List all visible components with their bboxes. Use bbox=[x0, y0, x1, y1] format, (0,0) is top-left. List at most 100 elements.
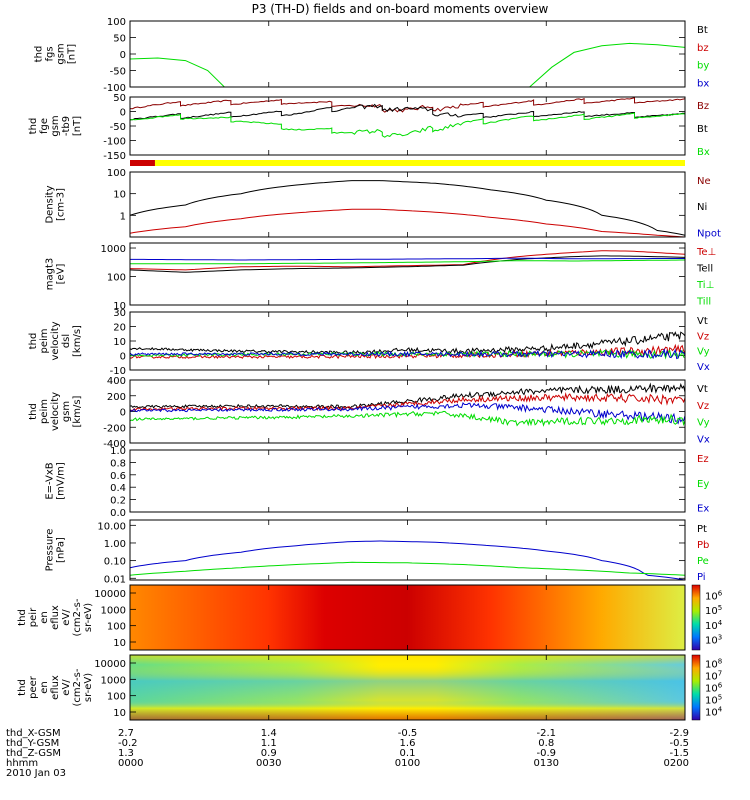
y-tick-label: 1000 bbox=[101, 244, 126, 255]
y-tick-label: 0.4 bbox=[110, 483, 126, 494]
y-axis-label: [eV] bbox=[56, 264, 67, 285]
orbit-row-label: 2010 Jan 03 bbox=[6, 768, 66, 779]
y-tick-label: 0.6 bbox=[110, 471, 126, 482]
y-axis-label: thd bbox=[34, 46, 45, 63]
y-axis-label: en bbox=[39, 611, 50, 624]
y-tick-label: 10 bbox=[113, 190, 126, 201]
y-tick-label: 100 bbox=[107, 17, 126, 28]
legend-entry: Tell bbox=[696, 264, 713, 275]
y-axis-label: eV/ bbox=[61, 609, 72, 626]
y-axis-label: sr-eV) bbox=[83, 603, 94, 632]
y-tick-label: 0.8 bbox=[110, 458, 126, 469]
spectrogram-image bbox=[130, 585, 685, 650]
series-group bbox=[130, 97, 685, 138]
y-tick-label: 1.00 bbox=[104, 539, 126, 550]
legend-entry: Bt bbox=[697, 25, 708, 36]
legend-entry: Te⊥ bbox=[696, 247, 716, 258]
orbit-value: -0.5 bbox=[669, 738, 689, 749]
y-axis-label: magt3 bbox=[45, 258, 56, 291]
y-tick-label: 0 bbox=[120, 352, 126, 363]
colorbar-tick-label: 104 bbox=[705, 706, 723, 719]
legend-entry: Ey bbox=[697, 479, 709, 490]
y-tick-label: 0.01 bbox=[104, 574, 126, 585]
panel-frame bbox=[129, 242, 686, 306]
series-line bbox=[130, 561, 685, 576]
legend-entry: Vt bbox=[697, 316, 708, 327]
legend-entry: Vy bbox=[697, 347, 710, 358]
y-axis-label: [nT] bbox=[67, 44, 78, 64]
legend-entry: bx bbox=[697, 78, 709, 89]
y-tick-label: -10 bbox=[110, 366, 126, 377]
y-tick-label: 1 bbox=[120, 211, 126, 222]
y-tick-label: -50 bbox=[110, 122, 126, 133]
panel-frame bbox=[129, 20, 686, 88]
y-tick-label: 0.10 bbox=[104, 557, 126, 568]
y-tick-label: 50 bbox=[113, 34, 126, 45]
y-tick-label: -150 bbox=[103, 151, 126, 162]
legend-entry: Ni bbox=[697, 202, 707, 213]
y-axis-label: thd bbox=[17, 679, 28, 696]
legend-entry: Npot bbox=[697, 228, 721, 239]
orbit-value: 0.8 bbox=[538, 738, 554, 749]
orbit-row-label: thd_Z-GSM bbox=[6, 748, 61, 759]
legend-entry: Vz bbox=[697, 331, 709, 342]
colorbar bbox=[691, 654, 701, 721]
series-line bbox=[130, 331, 685, 355]
y-axis-label: gsm bbox=[61, 401, 72, 422]
series-line bbox=[130, 180, 685, 236]
y-axis-label: velocity bbox=[50, 392, 61, 431]
orbit-value: 0100 bbox=[395, 758, 420, 769]
y-tick-label: -200 bbox=[103, 423, 126, 434]
y-tick-label: 1000 bbox=[101, 605, 126, 616]
y-axis-label: fgs bbox=[45, 46, 56, 61]
orbit-value: -2.9 bbox=[669, 728, 689, 739]
y-axis-label: Density bbox=[45, 185, 56, 223]
series-group bbox=[130, 250, 685, 273]
legend-entry: Pi bbox=[697, 572, 706, 583]
panel-efield: 1.00.8 0.60.4 0.20.0 E=-VxB [mV/m] Ez Ey Ex bbox=[45, 446, 710, 519]
y-tick-label: 1000 bbox=[101, 675, 126, 686]
panel-frame bbox=[129, 449, 686, 513]
orbit-value: 2.7 bbox=[118, 728, 134, 739]
legend-entry: Ez bbox=[697, 454, 709, 465]
y-axis-label: peir bbox=[28, 607, 39, 627]
y-axis-label: dsl bbox=[61, 334, 72, 348]
y-tick-label: 50 bbox=[113, 93, 126, 104]
series-line bbox=[130, 540, 685, 580]
orbit-value: 1.4 bbox=[261, 728, 277, 739]
series-group bbox=[130, 180, 685, 237]
y-axis-label: fge bbox=[39, 118, 50, 134]
orbit-value: 0200 bbox=[664, 758, 689, 769]
series-line bbox=[130, 97, 685, 113]
y-axis-label: peer bbox=[28, 675, 39, 699]
series-line bbox=[130, 208, 685, 237]
y-tick-label: 10000 bbox=[94, 659, 126, 670]
legend-entry: Vz bbox=[697, 401, 709, 412]
series-group bbox=[130, 382, 685, 427]
y-axis-label: (cm2-s- bbox=[72, 668, 83, 706]
orbit-value: 1.6 bbox=[400, 738, 416, 749]
y-tick-label: 0.2 bbox=[110, 496, 126, 507]
series-line bbox=[130, 410, 685, 427]
series-group bbox=[130, 42, 685, 87]
legend-entry: Bt bbox=[697, 124, 708, 135]
series-line bbox=[130, 57, 225, 87]
y-tick-label: 1.0 bbox=[110, 446, 126, 457]
y-axis-label: [km/s] bbox=[72, 395, 83, 427]
orbit-value: 0000 bbox=[118, 758, 143, 769]
y-tick-label: 100 bbox=[107, 622, 126, 633]
orbit-value: 0.1 bbox=[400, 748, 416, 759]
mode-bar-segment bbox=[130, 160, 155, 166]
y-tick-label: 200 bbox=[107, 392, 126, 403]
legend-entry: Bz bbox=[697, 101, 709, 112]
y-tick-label: -100 bbox=[103, 83, 126, 94]
orbit-value: 0130 bbox=[534, 758, 559, 769]
legend-entry: Vt bbox=[697, 384, 708, 395]
panel-frame bbox=[129, 96, 686, 156]
y-tick-label: 10 bbox=[113, 638, 126, 649]
legend-entry: bz bbox=[697, 43, 709, 54]
legend-entry: by bbox=[697, 61, 709, 72]
legend-entry: Pe bbox=[697, 556, 709, 567]
legend-entry: Bx bbox=[697, 147, 710, 158]
